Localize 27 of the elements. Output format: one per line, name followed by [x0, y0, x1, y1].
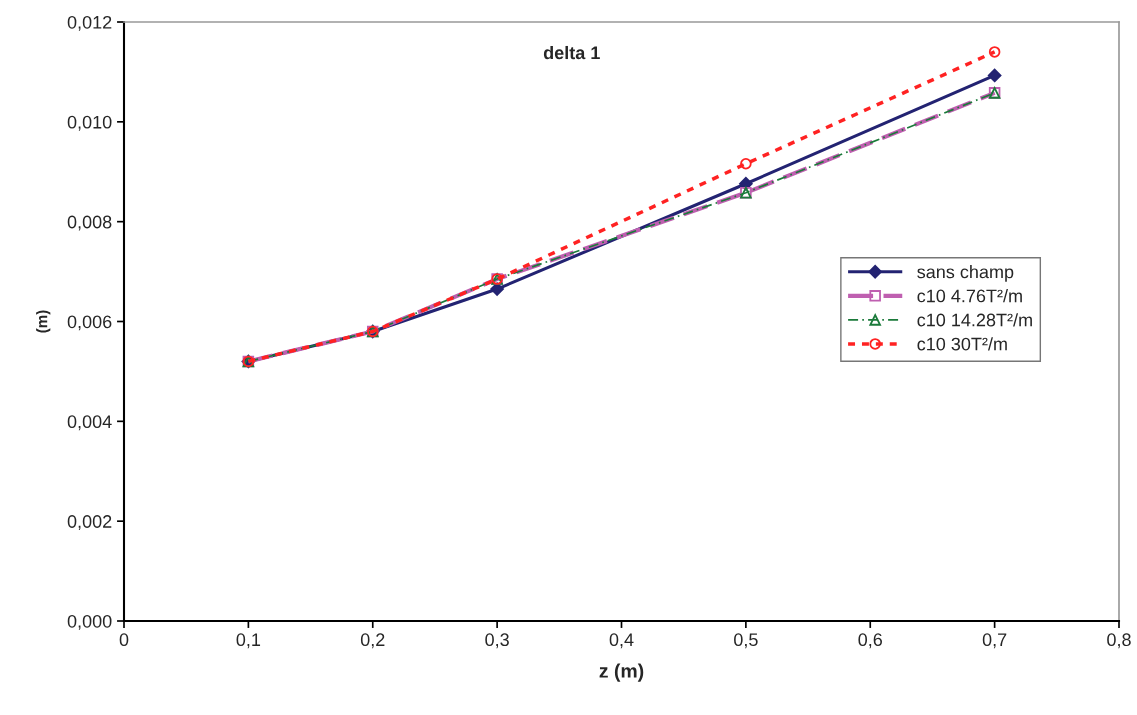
point	[490, 282, 504, 296]
x-tick-label: 0,8	[1107, 633, 1131, 649]
x-tick-label: 0,6	[858, 633, 883, 649]
x-tick-label: 0,2	[360, 633, 385, 649]
legend-label: c10 30T²/m	[917, 337, 1007, 351]
x-tick-label: 0,3	[485, 633, 509, 649]
y-tick-label: 0,012	[67, 15, 112, 31]
legend-label: sans champ	[917, 265, 1014, 282]
x-tick-label: 0,4	[609, 633, 634, 649]
y-tick-label: 0,006	[67, 315, 112, 331]
y-axis-title: (m)	[36, 310, 51, 333]
x-tick-label: 0,7	[982, 633, 1007, 649]
y-tick-label: 0,008	[67, 215, 112, 231]
legend-label: c10 4.76T²/m	[917, 289, 1022, 303]
legend-label: c10 14.28T²/m	[917, 313, 1032, 327]
x-axis-title: z (m)	[599, 663, 644, 682]
point	[740, 157, 752, 170]
y-tick-label: 0,010	[67, 115, 112, 131]
x-tick-label: 0	[119, 633, 129, 647]
y-tick-label: 0,004	[67, 415, 112, 431]
x-tick-label: 0,5	[734, 633, 758, 649]
y-tick-label: 0,002	[67, 515, 112, 531]
text: delta 1	[543, 45, 600, 60]
x-tick-label: 0,1	[236, 633, 261, 649]
point	[987, 68, 1002, 83]
y-tick-label: 0,000	[67, 614, 112, 630]
point	[988, 46, 1001, 58]
